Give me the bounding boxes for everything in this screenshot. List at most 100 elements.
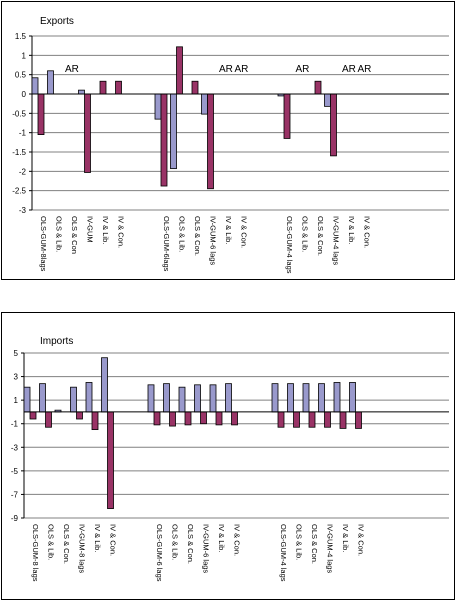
bar-series-2	[184, 411, 192, 426]
category-label: OLS & Lib.	[178, 216, 187, 252]
bar-series-1	[225, 383, 232, 413]
bar-series-1	[349, 382, 356, 413]
y-tick-label: -3	[11, 443, 19, 452]
bar-series-1	[78, 89, 85, 95]
category-label: IV & Con.	[240, 216, 249, 248]
bar-series-2	[355, 411, 362, 429]
exports-chart: Exports 1.5 1 0.5 0 -0.5 -1 -1.5 -2 -2.5 -3 OLS-GUM…	[12, 16, 449, 274]
category-label: OLS & Con.	[316, 216, 325, 256]
bar-series-2	[330, 93, 337, 157]
bar-series-1	[47, 70, 54, 95]
category-label: OLS & Lib.	[171, 524, 180, 560]
bar-series-1	[70, 386, 77, 413]
bar-series-1	[163, 383, 170, 413]
category-label: OLS-GUM-4 lags	[279, 524, 288, 582]
category-label: IV-GUM-8 lags	[78, 524, 87, 573]
bar-series-2	[115, 80, 122, 95]
bar-series-1	[271, 383, 279, 413]
bar-series-1	[194, 384, 201, 413]
y-tick-label: -1.5	[12, 148, 26, 157]
ar-annotation: AR	[358, 64, 372, 75]
category-label: IV & Con.	[233, 524, 242, 556]
bar-series-1	[287, 383, 294, 413]
y-tick-label: 5	[14, 349, 19, 358]
ar-annotation: AR	[65, 64, 79, 75]
bar-series-2	[339, 411, 347, 429]
bar-series-2	[29, 411, 37, 420]
category-label: OLS & Con	[70, 216, 79, 254]
bar-series-2	[283, 93, 291, 139]
category-label: OLS & Lib.	[301, 216, 310, 252]
category-label: OLS & Lib.	[47, 524, 56, 560]
y-tick-label: -3	[19, 206, 27, 215]
category-label: OLS & Lib.	[295, 524, 304, 560]
category-label: OLS & Lib.	[55, 216, 64, 252]
imports-chart-panel: Imports 5 3 1 -1 -3 -5 -7 -9 OLS-GUM-8 lags OLS & …	[1, 312, 455, 600]
chart-title: Exports	[40, 16, 74, 27]
bar-series-1	[101, 357, 108, 413]
bar-series-2	[153, 411, 161, 426]
bar-series-2	[277, 411, 285, 428]
y-tick-label: -7	[11, 490, 19, 499]
bar-series-2	[176, 46, 183, 95]
category-label: IV-GUM-6 lags	[209, 216, 218, 265]
bar-series-2	[308, 411, 316, 428]
y-tick-label: -5	[11, 467, 19, 476]
y-tick-label: 0	[22, 90, 27, 99]
category-label: OLS & Con.	[193, 216, 202, 256]
bar-series-1	[209, 384, 217, 413]
bar-series-2	[45, 411, 52, 428]
category-label: IV & Lib.	[341, 524, 350, 552]
bar-series-2	[76, 411, 83, 420]
bar-series-2	[169, 411, 176, 427]
y-tick-label: 1.5	[15, 32, 27, 41]
ar-annotation: AR	[235, 64, 249, 75]
bar-series-2	[160, 93, 168, 187]
category-label: IV & Con.	[117, 216, 126, 248]
category-label: IV-GUM-4 lags	[332, 216, 341, 265]
category-label: IV & Lib.	[93, 524, 102, 552]
category-label: IV & Con.	[109, 524, 118, 556]
category-label: OLS-GUM-6lags	[162, 216, 171, 272]
ar-annotation: AR	[296, 64, 310, 75]
ar-annotation: AR	[342, 64, 356, 75]
category-label: IV & Lib.	[101, 216, 110, 244]
imports-chart: Imports 5 3 1 -1 -3 -5 -7 -9 OLS-GUM-8 lags OLS & …	[11, 336, 449, 582]
ar-annotation: AR	[219, 64, 233, 75]
category-label: IV & Lib.	[224, 216, 233, 244]
chart-title: Imports	[40, 336, 73, 347]
bar-series-1	[147, 384, 155, 413]
bar-series-1	[302, 383, 310, 413]
category-label: OLS-GUM-8 lags	[31, 524, 40, 582]
bar-series-1	[31, 77, 39, 95]
y-tick-label: -1	[19, 129, 27, 138]
bar-series-2	[207, 93, 214, 190]
category-label: OLS-GUM-4 lags	[285, 216, 294, 274]
bar-series-2	[91, 411, 99, 431]
bar-series-1	[85, 382, 93, 413]
bar-series-2	[37, 93, 45, 135]
y-tick-label: -0.5	[12, 109, 26, 118]
exports-chart-panel: Exports 1.5 1 0.5 0 -0.5 -1 -1.5 -2 -2.5 -3 OLS-GUM…	[1, 1, 455, 280]
y-tick-label: 1	[22, 51, 27, 60]
category-label: OLS-GUM-8lags	[39, 216, 48, 272]
bar-series-2	[231, 411, 238, 426]
bar-series-1	[318, 383, 325, 413]
bar-series-2	[84, 93, 91, 173]
category-label: OLS & Con.	[62, 524, 71, 564]
category-label: OLS & Con.	[310, 524, 319, 564]
category-label: OLS & Con.	[186, 524, 195, 564]
y-tick-label: -2	[19, 167, 27, 176]
y-tick-label: -1	[11, 420, 19, 429]
bar-series-2	[191, 80, 199, 95]
bar-series-1	[23, 386, 31, 413]
bar-series-1	[39, 383, 46, 413]
y-tick-label: 0.5	[15, 71, 27, 80]
bar-series-1	[170, 93, 177, 170]
category-label: IV & Lib.	[347, 216, 356, 244]
y-tick-label: 3	[14, 373, 19, 382]
category-label: IV-GUM-6 lags	[202, 524, 211, 573]
y-tick-label: -9	[11, 514, 19, 523]
y-tick-label: 1	[14, 396, 19, 405]
bar-series-2	[215, 411, 223, 426]
